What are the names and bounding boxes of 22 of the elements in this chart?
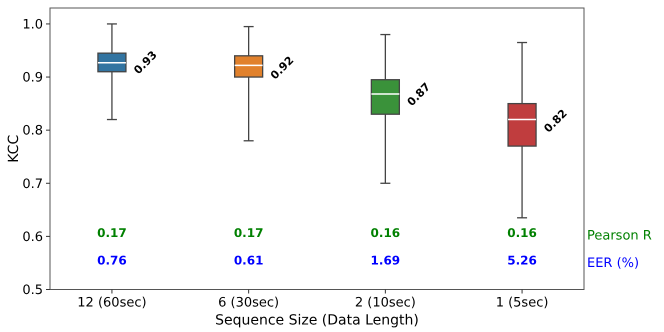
y-tick-label: 0.5 bbox=[22, 283, 43, 298]
y-tick-label: 1.0 bbox=[22, 17, 43, 32]
y-tick-label: 0.9 bbox=[22, 70, 43, 86]
annotation: 0.17 bbox=[234, 226, 264, 240]
text: Pearson R bbox=[587, 228, 652, 244]
x-tick-label: 6 (30sec) bbox=[218, 296, 280, 310]
x-tick-label: 12 (60sec) bbox=[77, 296, 147, 310]
y-tick-label: 0.6 bbox=[22, 230, 43, 245]
annotation: 0.16 bbox=[507, 226, 537, 240]
y-tick-label: 0.8 bbox=[22, 124, 43, 139]
annotation: 0.16 bbox=[370, 226, 400, 240]
text: EER (%) bbox=[587, 256, 640, 272]
y-tick-label: 0.7 bbox=[22, 176, 43, 192]
annotation: 0.76 bbox=[97, 254, 127, 268]
x-tick-label: 1 (5sec) bbox=[496, 296, 548, 310]
annotation: 5.26 bbox=[507, 254, 537, 268]
annotation: 1.69 bbox=[370, 254, 400, 268]
x-axis-title: Sequence Size (Data Length) bbox=[215, 312, 419, 328]
annotation: 0.17 bbox=[97, 226, 127, 240]
y-axis-title: KCC bbox=[6, 134, 22, 163]
x-tick-label: 2 (10sec) bbox=[354, 296, 416, 310]
annotation: 0.61 bbox=[234, 254, 264, 268]
